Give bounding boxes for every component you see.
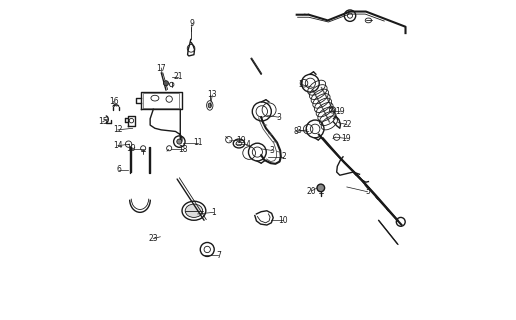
Text: 1: 1: [211, 208, 216, 217]
Text: 13: 13: [207, 91, 217, 100]
Text: 19: 19: [126, 144, 136, 153]
Circle shape: [317, 184, 325, 192]
Text: 8: 8: [294, 127, 298, 136]
Text: 19: 19: [237, 136, 246, 145]
Text: 14: 14: [113, 141, 123, 150]
Text: 7: 7: [216, 251, 221, 260]
Text: 15: 15: [98, 117, 107, 126]
Ellipse shape: [185, 204, 203, 217]
Text: 4: 4: [246, 140, 250, 149]
Text: 20: 20: [307, 187, 316, 196]
Text: 19: 19: [342, 134, 351, 143]
Text: 6: 6: [117, 165, 121, 174]
Text: 11: 11: [193, 138, 202, 147]
Text: 5: 5: [365, 187, 370, 196]
Text: 3: 3: [270, 146, 275, 155]
Text: 3: 3: [298, 80, 303, 89]
Text: 21: 21: [173, 72, 183, 81]
Text: 2: 2: [281, 152, 286, 161]
Text: 16: 16: [109, 97, 119, 106]
Text: 17: 17: [156, 63, 166, 73]
Text: 18: 18: [179, 145, 188, 154]
Text: 22: 22: [342, 120, 351, 129]
Ellipse shape: [208, 103, 212, 108]
Circle shape: [177, 139, 182, 144]
Text: 23: 23: [149, 234, 158, 243]
Text: 9: 9: [189, 19, 195, 28]
Text: 10: 10: [279, 216, 288, 225]
Text: 19: 19: [336, 107, 345, 116]
Text: 3: 3: [276, 113, 281, 122]
Text: 12: 12: [113, 125, 122, 134]
Circle shape: [164, 81, 169, 86]
Text: 3: 3: [296, 126, 301, 135]
